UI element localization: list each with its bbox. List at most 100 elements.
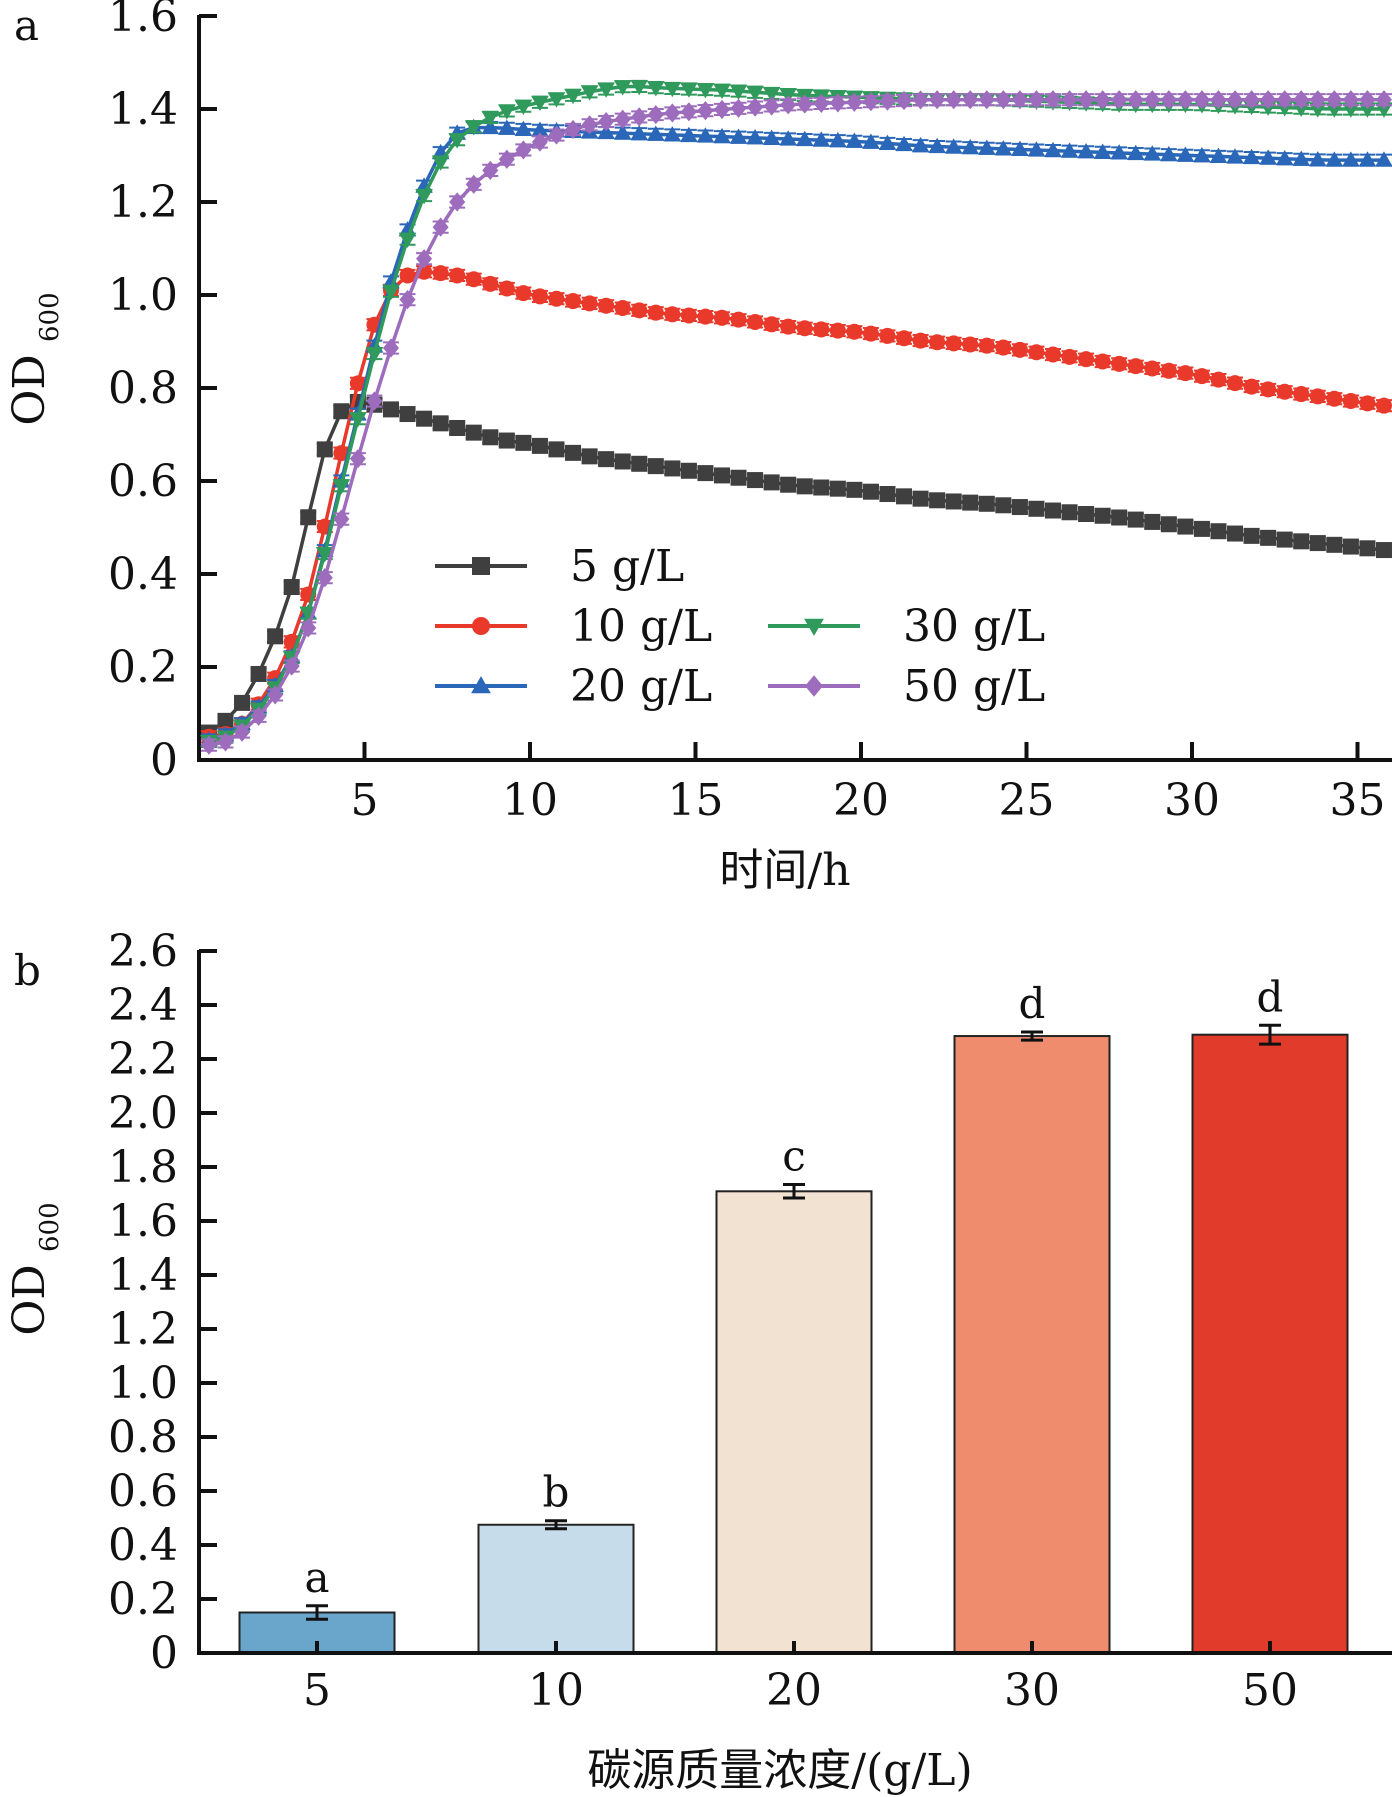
data-point: [1260, 529, 1277, 546]
data-point: [1193, 147, 1211, 163]
data-point: [713, 467, 730, 484]
y-tick-label: 0.8: [108, 363, 178, 414]
legend-marker: [804, 618, 824, 636]
data-point: [1342, 538, 1359, 555]
x-tick-label: 5: [351, 775, 379, 826]
data-point: [382, 401, 399, 418]
legend-item: 30 g/L: [768, 601, 1045, 652]
data-point: [912, 90, 929, 110]
data-point: [564, 88, 582, 105]
data-point: [680, 462, 697, 479]
data-point: [464, 120, 483, 136]
data-point: [630, 124, 649, 141]
data-point: [646, 125, 665, 141]
data-point: [1160, 516, 1177, 533]
panel-b-y-axis-title-sub: 600: [35, 1202, 65, 1252]
data-point: [995, 90, 1012, 110]
data-point: [763, 474, 780, 491]
panel-b-x-axis-title: 碳源质量浓度/(g/L): [587, 1745, 972, 1796]
panel-b-bar-chart: b 00.20.40.60.81.01.21.41.61.82.02.22.42…: [4, 926, 1392, 1796]
y-tick-label: 0.6: [108, 456, 178, 507]
significance-label: a: [304, 1553, 329, 1602]
significance-label: d: [1019, 979, 1046, 1028]
data-point: [1177, 90, 1194, 110]
data-point: [498, 280, 515, 297]
data-point: [631, 107, 648, 127]
data-point: [448, 133, 466, 149]
y-tick-label: 1.0: [108, 270, 178, 321]
y-tick-label: 1.0: [108, 1358, 178, 1409]
legend-marker: [471, 676, 491, 694]
data-point: [200, 735, 217, 755]
panel-a-y-axis-title-sub: 600: [35, 292, 65, 342]
data-point: [1226, 148, 1244, 164]
data-point: [845, 132, 864, 148]
data-point: [316, 441, 333, 458]
data-point: [1293, 533, 1310, 550]
data-point: [1243, 378, 1260, 395]
data-point: [647, 104, 664, 125]
panel-a-y-axis-ticks: 0 0.2 0.4 0.6 0.8 1.0 1.2 1.4 1.6: [108, 0, 217, 786]
bar-group-10: b: [477, 1468, 635, 1654]
data-point: [680, 102, 697, 122]
data-point: [878, 134, 897, 150]
data-point: [1375, 542, 1392, 559]
data-point: [1011, 341, 1028, 358]
data-point: [548, 125, 565, 145]
data-point: [1044, 141, 1062, 158]
data-point: [1243, 90, 1260, 110]
panel-b-y-axis-ticks: 00.20.40.60.81.01.21.41.61.82.02.22.42.6: [108, 926, 217, 1679]
data-point: [1127, 358, 1144, 375]
legend-item: 50 g/L: [768, 661, 1045, 712]
data-point: [416, 249, 433, 269]
panel-b-bars-group: a b c d d: [238, 972, 1349, 1655]
data-point: [846, 323, 863, 340]
data-point: [663, 82, 682, 98]
panel-a-y-axis-title-main: OD: [4, 354, 55, 425]
data-point: [1028, 90, 1045, 110]
data-point: [1275, 149, 1294, 166]
data-point: [1292, 150, 1311, 166]
data-point: [1309, 535, 1326, 552]
series-5-g-L: [200, 393, 1392, 741]
y-tick-label: 2.2: [108, 1034, 178, 1085]
data-point: [547, 92, 566, 108]
data-point: [812, 131, 831, 147]
data-point: [465, 174, 482, 194]
data-point: [1210, 90, 1227, 110]
x-tick-label: 35: [1330, 775, 1386, 826]
data-point: [431, 155, 450, 171]
significance-label: c: [782, 1132, 806, 1181]
legend-label: 10 g/L: [570, 601, 712, 652]
data-point: [515, 140, 532, 160]
data-point: [895, 135, 913, 151]
data-point: [1293, 386, 1310, 403]
data-point: [531, 288, 548, 305]
series-line: [207, 400, 1385, 734]
data-point: [482, 275, 499, 292]
data-point: [978, 495, 995, 512]
panel-a-x-axis-title: 时间/h: [719, 845, 850, 896]
data-point: [1044, 346, 1061, 363]
y-tick-label: 0.2: [108, 1574, 178, 1625]
legend-item: 20 g/L: [435, 661, 712, 712]
data-point: [580, 85, 599, 101]
data-point: [1342, 90, 1359, 110]
data-point: [349, 412, 367, 428]
data-point: [399, 290, 416, 310]
data-point: [333, 509, 350, 529]
significance-label: b: [543, 1468, 570, 1517]
data-point: [1144, 360, 1161, 377]
data-point: [1375, 102, 1392, 118]
data-point: [416, 410, 433, 427]
y-tick-label: 1.6: [108, 0, 178, 42]
data-point: [465, 424, 482, 441]
data-point: [1143, 145, 1162, 161]
data-point: [1227, 375, 1244, 392]
y-tick-label: 1.4: [108, 1250, 178, 1301]
panel-b-y-axis-title: OD 600: [4, 1202, 65, 1335]
data-point: [1375, 397, 1392, 414]
series-50-g-L: [200, 90, 1392, 755]
y-tick-label: 0.4: [108, 1520, 178, 1571]
data-point: [1160, 90, 1177, 110]
